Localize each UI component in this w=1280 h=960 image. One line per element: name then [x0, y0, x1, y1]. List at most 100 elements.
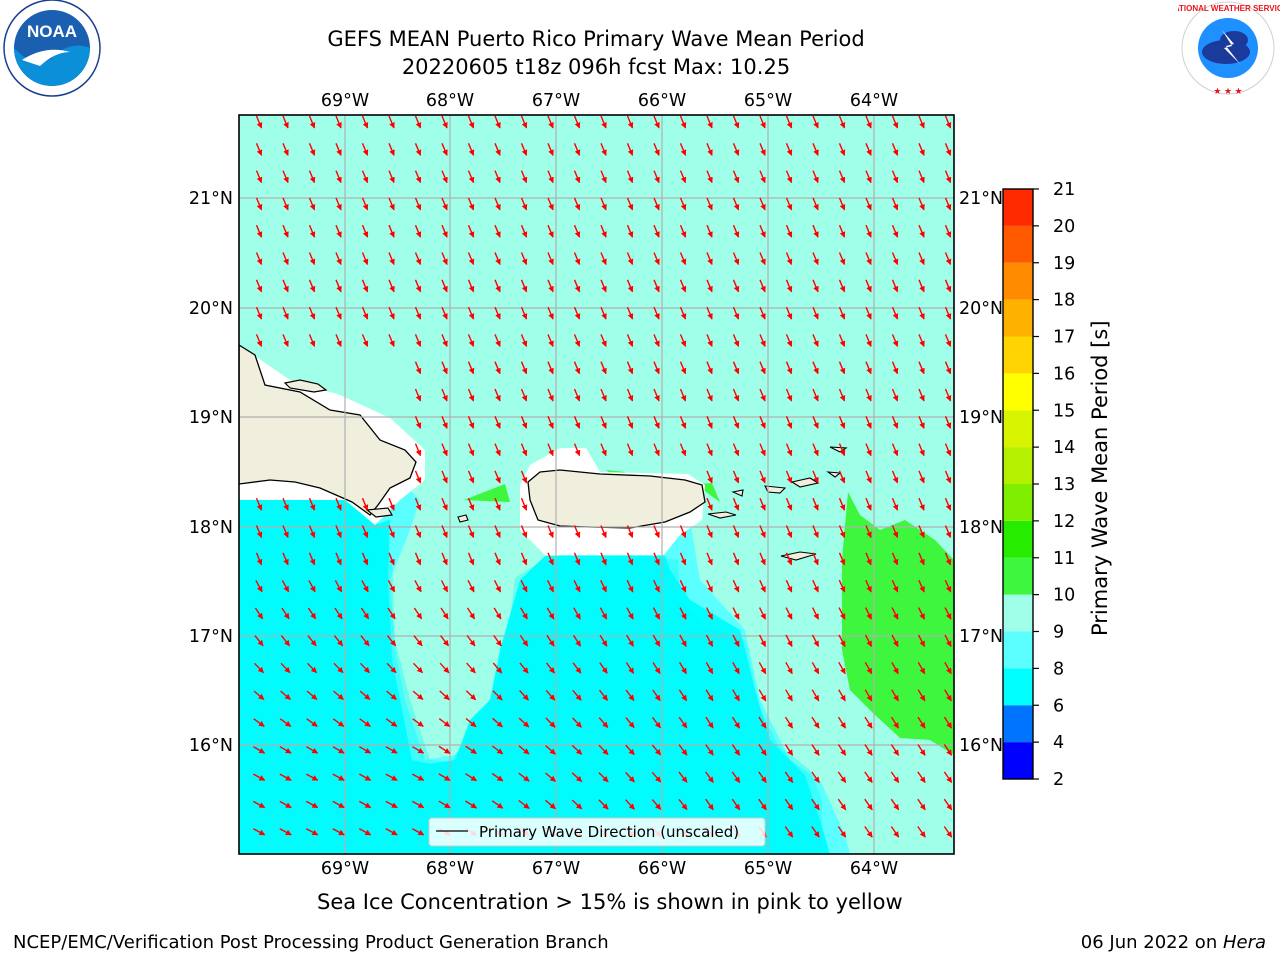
wave-direction-arrow [441, 497, 448, 511]
wave-direction-arrow [759, 552, 766, 566]
wave-direction-arrow [758, 798, 767, 811]
wave-direction-arrow [388, 197, 395, 211]
wave-direction-arrow [573, 252, 581, 266]
wave-direction-arrow [678, 744, 688, 756]
wave-direction-arrow [358, 800, 372, 809]
wave-direction-arrow [282, 143, 289, 156]
wave-direction-arrow [705, 662, 714, 675]
wave-direction-arrow [890, 798, 900, 811]
wave-direction-arrow [388, 115, 395, 129]
wave-direction-arrow [812, 224, 819, 238]
wave-direction-arrow [653, 334, 660, 347]
wave-direction-arrow [679, 279, 687, 293]
wave-direction-arrow [679, 552, 687, 566]
wave-direction-arrow [255, 334, 263, 347]
wave-direction-arrow [279, 800, 292, 809]
wave-direction-arrow [732, 143, 740, 156]
wave-direction-arrow [838, 334, 846, 347]
lon-tick-bottom: 69°W [321, 859, 369, 879]
wave-direction-arrow [520, 497, 528, 511]
wave-direction-arrow [759, 143, 766, 156]
wave-direction-arrow [255, 525, 263, 539]
wave-direction-arrow [600, 579, 607, 593]
wave-direction-arrow [360, 607, 370, 620]
wave-direction-arrow [679, 143, 687, 156]
wave-direction-arrow [891, 607, 899, 620]
wave-direction-arrow [441, 361, 448, 375]
wave-direction-arrow [520, 443, 528, 457]
wave-direction-arrow [520, 525, 528, 539]
wave-direction-arrow [573, 306, 581, 320]
wave-direction-arrow [625, 799, 635, 810]
wave-direction-arrow [651, 744, 662, 756]
wave-direction-arrow [785, 170, 793, 184]
wave-direction-arrow [547, 552, 554, 566]
wave-direction-arrow [759, 361, 766, 375]
wave-direction-arrow [466, 607, 476, 620]
wave-direction-arrow [784, 771, 794, 783]
lat-tick-left: 20°N [189, 299, 233, 319]
map-subtitle: 20220605 t18z 096h fcst Max: 10.25 [401, 55, 791, 79]
wave-direction-arrow [386, 690, 397, 701]
wave-direction-arrow [865, 388, 872, 402]
wave-direction-arrow [679, 252, 687, 266]
wave-direction-arrow [653, 525, 660, 539]
wave-direction-arrow [547, 170, 554, 184]
wave-direction-arrow [467, 334, 475, 347]
wave-direction-arrow [438, 718, 451, 728]
wave-direction-arrow [918, 170, 925, 184]
wave-direction-arrow [414, 115, 422, 129]
wave-direction-arrow [865, 170, 872, 184]
wave-direction-arrow [520, 361, 528, 375]
wave-direction-arrow [679, 197, 687, 211]
wave-direction-arrow [308, 497, 316, 511]
wave-direction-arrow [414, 497, 422, 511]
wave-direction-arrow [891, 115, 899, 129]
wave-direction-arrow [943, 798, 953, 811]
wave-direction-arrow [547, 361, 554, 375]
wave-direction-arrow [890, 771, 900, 783]
wave-direction-arrow [573, 607, 581, 620]
wave-direction-arrow [812, 525, 819, 539]
wave-direction-arrow [252, 828, 266, 836]
wave-direction-arrow [547, 252, 554, 266]
wave-direction-arrow [467, 416, 475, 429]
wave-direction-arrow [890, 716, 900, 729]
wave-direction-arrow [335, 552, 342, 566]
wave-direction-arrow [944, 143, 952, 156]
wave-direction-arrow [865, 143, 872, 156]
wave-direction-arrow [865, 361, 872, 375]
wave-direction-arrow [518, 745, 530, 755]
wave-direction-arrow [441, 525, 448, 539]
wave-direction-arrow [414, 252, 422, 266]
wave-direction-arrow [891, 143, 899, 156]
wave-direction-arrow [547, 525, 554, 539]
wave-direction-arrow [918, 388, 925, 402]
wave-direction-arrow [439, 690, 450, 701]
wave-direction-arrow [732, 443, 740, 457]
wave-direction-arrow [253, 662, 265, 674]
wave-direction-arrow [573, 279, 581, 293]
wave-direction-arrow [255, 197, 263, 211]
wave-direction-arrow [572, 689, 582, 701]
wave-direction-arrow [573, 579, 581, 593]
wave-direction-arrow [520, 416, 528, 429]
wave-direction-arrow [891, 470, 899, 484]
wave-direction-arrow [679, 361, 687, 375]
wave-direction-arrow [335, 334, 342, 347]
wave-direction-arrow [361, 252, 369, 266]
wave-direction-arrow [891, 579, 899, 593]
wave-direction-arrow [441, 334, 448, 347]
wave-direction-arrow [467, 279, 475, 293]
wave-direction-arrow [520, 252, 528, 266]
wave-direction-arrow [305, 773, 319, 781]
wave-direction-arrow [465, 690, 477, 701]
wave-direction-arrow [944, 661, 952, 675]
wave-direction-arrow [625, 662, 635, 674]
wave-direction-arrow [732, 579, 740, 593]
wave-direction-arrow [572, 717, 582, 728]
wave-direction-arrow [335, 170, 342, 184]
wave-direction-arrow [438, 800, 451, 809]
wave-direction-arrow [652, 634, 661, 647]
wave-direction-arrow [918, 252, 925, 266]
